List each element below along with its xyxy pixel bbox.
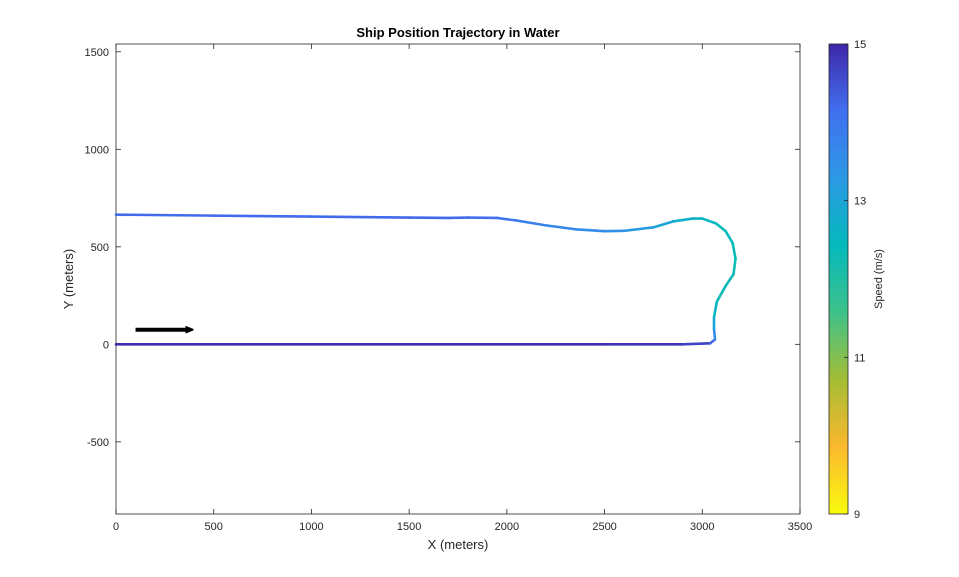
colorbar-tick-label: 13 — [854, 196, 866, 208]
trajectory-segment — [573, 227, 606, 233]
x-axis-label: X (meters) — [428, 537, 489, 552]
y-tick-label: 0 — [103, 339, 109, 351]
trajectory-segment — [515, 219, 548, 227]
trajectory-segment — [700, 217, 718, 225]
trajectory-segment — [114, 213, 216, 217]
trajectory-segment — [712, 327, 717, 341]
plot-area — [115, 43, 801, 515]
trajectory-line — [114, 213, 737, 346]
chart-title: Ship Position Trajectory in Water — [356, 25, 559, 40]
x-tick-label: 2000 — [495, 521, 519, 533]
trajectory-segment — [310, 215, 411, 219]
y-tick-label: -500 — [87, 437, 109, 449]
trajectory-segment — [724, 272, 735, 288]
trajectory-segment — [714, 222, 728, 233]
y-axis-ticks: -500 0 500 1000 1500 — [85, 47, 800, 449]
x-tick-label: 2500 — [592, 521, 616, 533]
trajectory-segment — [212, 214, 313, 218]
trajectory-segment — [715, 284, 728, 303]
x-tick-label: 500 — [205, 521, 223, 533]
trajectory-segment — [671, 217, 694, 223]
x-axis-ticks: 0 500 1000 1500 2000 2500 3000 3500 — [113, 44, 812, 533]
x-tick-label: 3000 — [690, 521, 714, 533]
y-tick-label: 1000 — [85, 144, 109, 156]
trajectory-segment — [622, 226, 655, 233]
colorbar-label: Speed (m/s) — [873, 249, 885, 309]
trajectory-segment — [724, 229, 734, 245]
colorbar-tick-label: 11 — [854, 352, 865, 364]
x-tick-label: 1500 — [397, 521, 421, 533]
trajectory-segment — [652, 220, 675, 229]
x-tick-label: 1000 — [299, 521, 323, 533]
trajectory-segment — [731, 241, 737, 260]
y-axis-label: Y (meters) — [61, 249, 76, 309]
trajectory-segment — [712, 300, 719, 319]
colorbar-ticks: 9 11 13 15 — [844, 39, 866, 521]
x-tick-label: 0 — [113, 521, 119, 533]
trajectory-segment — [681, 342, 712, 346]
trajectory-segment — [544, 224, 577, 231]
x-tick-label: 3500 — [788, 521, 812, 533]
colorbar-tick-label: 15 — [854, 39, 866, 51]
trajectory-segment — [495, 216, 518, 222]
colorbar-tick-label: 9 — [854, 509, 860, 521]
trajectory-segment — [732, 257, 737, 276]
colorbar — [828, 43, 849, 515]
y-tick-label: 1500 — [85, 47, 109, 59]
y-tick-label: 500 — [91, 242, 109, 254]
